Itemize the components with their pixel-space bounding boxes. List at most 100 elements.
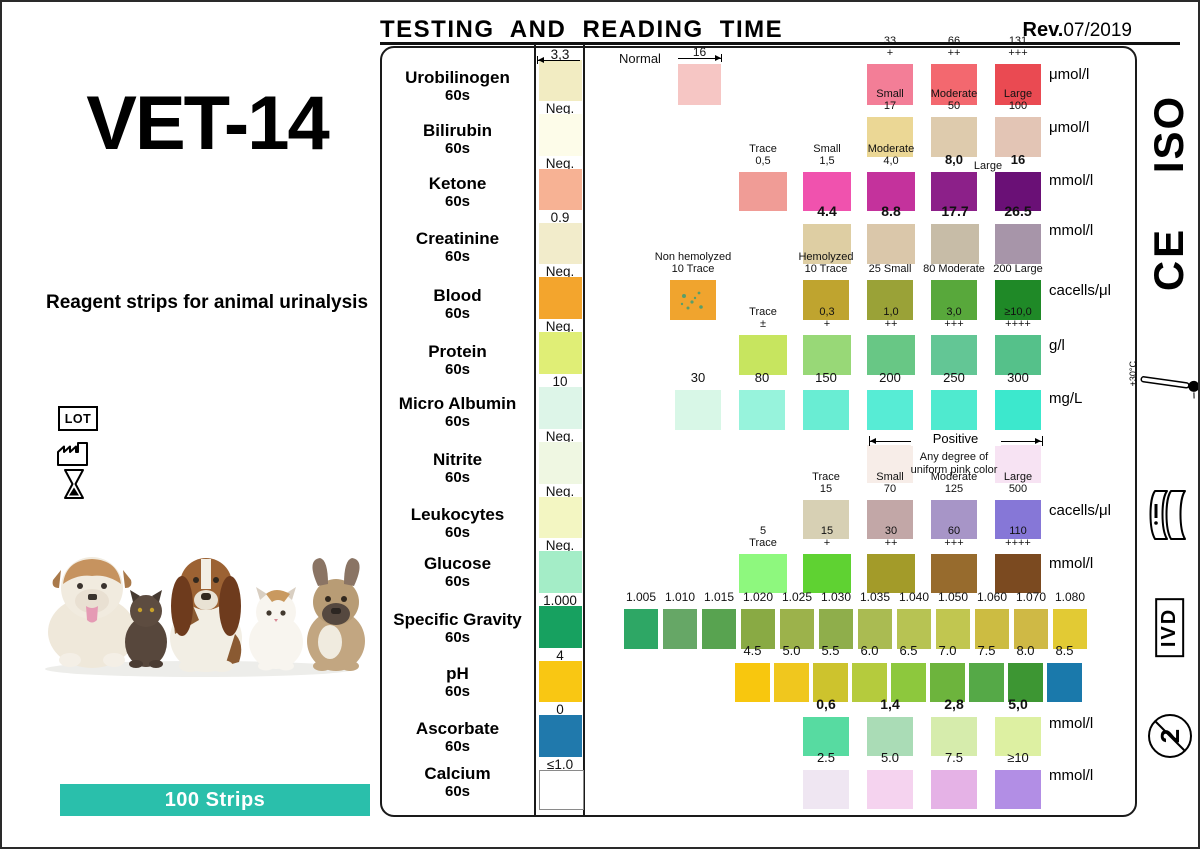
patch-value-protein-3-0: 3,0 +++ (944, 306, 964, 330)
patch-value-protein-trace: Trace ± (749, 306, 777, 330)
patch-value-ph-6-0: 6.0 (860, 643, 879, 658)
patch-value-micro-albumin-150: 150 (815, 370, 837, 385)
patch-protein-trace (739, 335, 787, 375)
patch-micro-albumin-250 (931, 390, 977, 430)
test-name: Nitrite (432, 450, 483, 469)
reading-time: 60s (444, 248, 471, 265)
patch-leukocytes-large (995, 500, 1041, 539)
patch-value-bilirubin-small: Small 17 (876, 88, 904, 112)
patch-urobilinogen-33 (867, 64, 913, 105)
patch-value-glucose-15: 15 + (820, 525, 834, 549)
label-normal: Normal (619, 51, 661, 66)
patch-value-specific-gravity-1-025: 1.025 (781, 590, 813, 604)
reference-column-divider-right (583, 44, 585, 817)
patch-blood-80-moderate (931, 280, 977, 320)
positive-range-arrow (870, 438, 876, 444)
test-name: Bilirubin (423, 121, 492, 140)
storage-temperature-icon: +30°C +2°C (1128, 328, 1198, 438)
ref-value-glucose: Neg. (545, 538, 575, 553)
patch-ph-5-0 (774, 663, 809, 702)
patch-value-creatinine-4-4: 4.4 (817, 203, 837, 219)
patch-value-micro-albumin-250: 250 (943, 370, 965, 385)
patch-protein-10-0 (995, 335, 1041, 375)
patch-value-specific-gravity-1-060: 1.060 (976, 590, 1008, 604)
patch-glucose-15 (803, 554, 851, 593)
patch-micro-albumin-80 (739, 390, 785, 430)
patch-value-ketone-8-0: 8,0 (944, 152, 964, 167)
patch-value-leukocytes-trace: Trace 15 (812, 471, 840, 495)
ref-value-ketone: Neg. (545, 156, 575, 171)
ref-patch-nitrite (539, 442, 582, 484)
reading-time: 60s (444, 87, 471, 104)
patch-ph-7-5 (969, 663, 1004, 702)
strips-count-banner: 100 Strips (60, 784, 370, 816)
patch-value-glucose-60: 60 +++ (944, 525, 964, 549)
ref-value-micro-albumin: 10 (552, 374, 568, 389)
patch-ketone-8-0 (931, 172, 977, 211)
unit-ketone: mmol/l (1049, 172, 1094, 189)
patch-nitrite (995, 445, 1041, 483)
ref-value-creatinine: 0.9 (550, 210, 570, 225)
row-label-protein: Protein 60s (380, 342, 535, 379)
reading-time: 60s (444, 783, 471, 800)
patch-value-bilirubin-moderate: Moderate 50 (930, 88, 978, 112)
patch-calcium-10 (995, 770, 1041, 809)
ref-value-calcium: ≤1.0 (546, 757, 574, 772)
patch-blood-200-large (995, 280, 1041, 320)
test-name: Ascorbate (415, 719, 500, 738)
patch-value-ascorbate-2-8: 2,8 (944, 696, 964, 712)
ref-value-bilirubin: Neg. (545, 101, 575, 116)
ref-patch-glucose (539, 551, 582, 593)
patch-blood-hemolyzed (803, 280, 849, 320)
ref-patch-ph (539, 661, 582, 702)
patch-protein-3-0 (931, 335, 977, 375)
patch-specific-gravity-1-035 (858, 609, 892, 649)
ref-patch-calcium (539, 770, 584, 810)
ref-patch-micro-albumin (539, 387, 582, 429)
ref-value-protein: Neg. (545, 319, 575, 334)
reading-time: 60s (444, 738, 471, 755)
page-title: TESTING AND READING TIME (380, 16, 784, 43)
patch-value-ketone-small: Small 1,5 (813, 143, 841, 167)
animals-photo (45, 557, 365, 677)
reading-time: 60s (444, 469, 471, 486)
patch-ketone-trace (739, 172, 787, 211)
do-not-reuse-icon: 2 (1139, 708, 1198, 764)
color-chart-panel (380, 46, 1137, 817)
revision-label: Rev. (1022, 19, 1064, 41)
dimension-tick (537, 56, 538, 64)
reading-time: 60s (444, 573, 471, 590)
patch-value-blood-non-hemolyzed: Non hemolyzed 10 Trace (654, 251, 732, 275)
patch-specific-gravity-1-005 (624, 609, 658, 649)
ref-patch-specific-gravity (539, 606, 582, 648)
dimension-tick (721, 54, 722, 62)
unit-calcium: mmol/l (1049, 767, 1094, 784)
patch-value-specific-gravity-1-030: 1.030 (820, 590, 852, 604)
patch-value-blood-80-moderate: 80 Moderate (923, 263, 985, 275)
patch-specific-gravity-1-080 (1053, 609, 1087, 649)
patch-ph-7-0 (930, 663, 965, 702)
ref-value-leukocytes: Neg. (545, 484, 575, 499)
patch-blood-25-small (867, 280, 913, 320)
patch-value-ketone-trace: Trace 0,5 (749, 143, 777, 167)
patch-specific-gravity-1-050 (936, 609, 970, 649)
single-use-number: 2 (1155, 729, 1185, 743)
bulldog (48, 557, 136, 668)
patch-value-ph-8-5: 8.5 (1055, 643, 1074, 658)
patch-value-ph-8-0: 8.0 (1016, 643, 1035, 658)
patch-value-protein-0-3: 0,3 + (819, 306, 835, 330)
french-bulldog (307, 558, 365, 671)
row-label-calcium: Calcium 60s (380, 764, 535, 801)
patch-specific-gravity-1-070 (1014, 609, 1048, 649)
patch-value-ketone-moderate: Moderate 4,0 (867, 143, 915, 167)
ref-value-urobilinogen: 3,3 (550, 47, 570, 62)
dimension-line (678, 58, 721, 59)
unit-bilirubin: μmol/l (1049, 119, 1090, 136)
kitten (125, 590, 167, 668)
dimension-arrow (715, 55, 721, 61)
patch-specific-gravity-1-030 (819, 609, 853, 649)
basset-hound (170, 558, 242, 672)
patch-ph-6-0 (852, 663, 887, 702)
test-name: Protein (428, 342, 487, 361)
